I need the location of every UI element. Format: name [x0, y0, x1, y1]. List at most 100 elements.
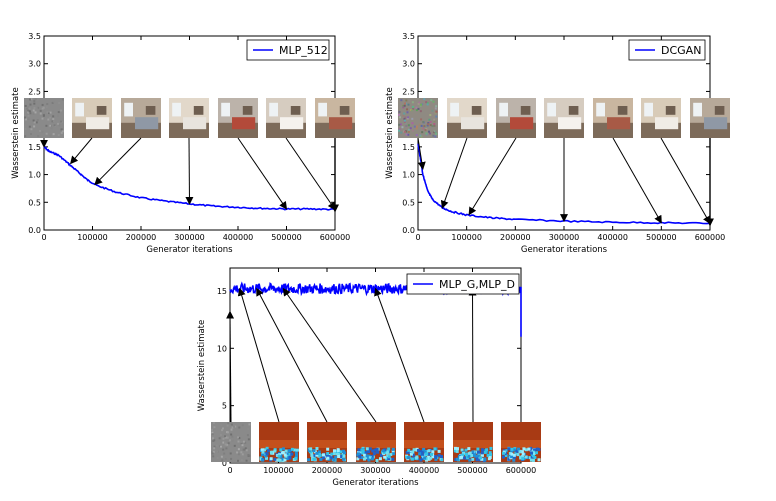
noise-speck	[435, 115, 438, 118]
heat-speck	[287, 449, 291, 453]
x-tick-label: 100000	[263, 466, 294, 475]
x-axis-label: Generator iterations	[332, 478, 419, 488]
room-bed	[461, 117, 485, 130]
noise-speck	[39, 112, 42, 115]
heat-speck	[334, 455, 338, 459]
heat-speck	[265, 452, 269, 456]
chart-top-left: 0 100000 200000 300000 400000 500000 600000 0.0…	[11, 32, 355, 255]
y-tick-label: 2.5	[28, 87, 41, 96]
noise-speck	[242, 440, 245, 443]
noise-speck	[226, 431, 229, 434]
heat-speck	[536, 447, 540, 451]
noise-speck	[24, 104, 27, 107]
heat-speck	[480, 453, 484, 457]
noise-speck	[49, 124, 52, 127]
heat-speck	[416, 448, 420, 452]
y-axis-label: Wasserstein estimate	[385, 87, 395, 179]
heat-speck	[410, 457, 414, 461]
noise-speck	[32, 112, 35, 115]
sample-arrow	[185, 137, 194, 205]
noise-speck	[400, 131, 403, 134]
heat-band	[404, 440, 444, 448]
noise-speck	[222, 437, 225, 440]
noise-speck	[433, 124, 436, 127]
noise-speck	[415, 127, 418, 130]
heat-speck	[261, 450, 265, 454]
noise-speck	[60, 128, 63, 131]
noise-speck	[230, 423, 233, 426]
noise-speck	[407, 130, 410, 133]
noise-speck	[24, 116, 27, 119]
noise-speck	[425, 132, 428, 135]
heat-speck	[507, 457, 511, 461]
noise-speck	[429, 124, 432, 127]
noise-speck	[238, 426, 241, 429]
noise-speck	[50, 127, 53, 130]
noise-speck	[400, 99, 403, 102]
heat-speck	[483, 450, 487, 454]
heat-speck	[468, 451, 472, 455]
noise-speck	[420, 118, 423, 121]
noise-speck	[33, 121, 36, 124]
noise-speck	[425, 101, 428, 104]
room-window	[450, 102, 459, 117]
x-tick-label: 100000	[77, 233, 108, 242]
heat-speck	[431, 450, 435, 454]
heat-speck	[476, 454, 480, 458]
heat-speck	[383, 455, 387, 459]
heat-speck	[326, 447, 330, 451]
heat-speck	[365, 447, 369, 451]
noise-speck	[26, 107, 29, 110]
noise-speck	[423, 98, 426, 101]
noise-speck	[218, 437, 221, 440]
noise-speck	[407, 124, 410, 127]
noise-speck	[405, 122, 408, 125]
heat-speck	[318, 453, 322, 457]
noise-speck	[36, 99, 39, 102]
room-window	[693, 102, 702, 117]
sample-arrow	[282, 287, 377, 423]
heat-speck	[269, 457, 273, 461]
noise-speck	[33, 107, 36, 110]
heat-speck	[529, 458, 533, 462]
noise-speck	[224, 435, 227, 438]
room-furniture	[568, 106, 579, 115]
room-furniture	[96, 106, 107, 115]
sample-arrow	[94, 137, 142, 186]
noise-speck	[37, 135, 40, 138]
noise-speck	[404, 102, 407, 105]
noise-speck	[53, 124, 56, 127]
heat-speck	[319, 457, 323, 461]
heat-speck	[262, 448, 266, 452]
heat-band	[307, 440, 347, 448]
noise-speck	[226, 424, 229, 427]
room-bed	[704, 117, 728, 130]
heat-speck	[309, 447, 313, 451]
noise-speck	[27, 116, 30, 119]
noise-speck	[403, 119, 406, 122]
sample-arrow	[468, 287, 477, 423]
heat-speck	[529, 446, 533, 450]
heat-speck	[337, 455, 341, 459]
noise-speck	[216, 450, 219, 453]
noise-speck	[223, 441, 226, 444]
noise-speck	[399, 123, 402, 126]
heat-speck	[419, 458, 423, 462]
room-furniture	[665, 106, 676, 115]
legend-label: MLP_512	[279, 44, 328, 57]
noise-speck	[434, 135, 437, 138]
heat-speck	[380, 453, 384, 457]
noise-speck	[420, 103, 423, 106]
sample-image	[218, 98, 258, 138]
heat-speck	[326, 456, 330, 460]
sample-arrow	[612, 137, 662, 224]
noise-speck	[24, 135, 27, 138]
noise-speck	[215, 444, 218, 447]
noise-speck	[52, 120, 55, 123]
noise-speck	[426, 103, 429, 106]
heat-speck	[332, 449, 336, 453]
y-tick-label: 3.0	[28, 60, 41, 69]
noise-speck	[411, 129, 414, 132]
heat-speck	[431, 455, 435, 459]
noise-speck	[236, 459, 239, 462]
